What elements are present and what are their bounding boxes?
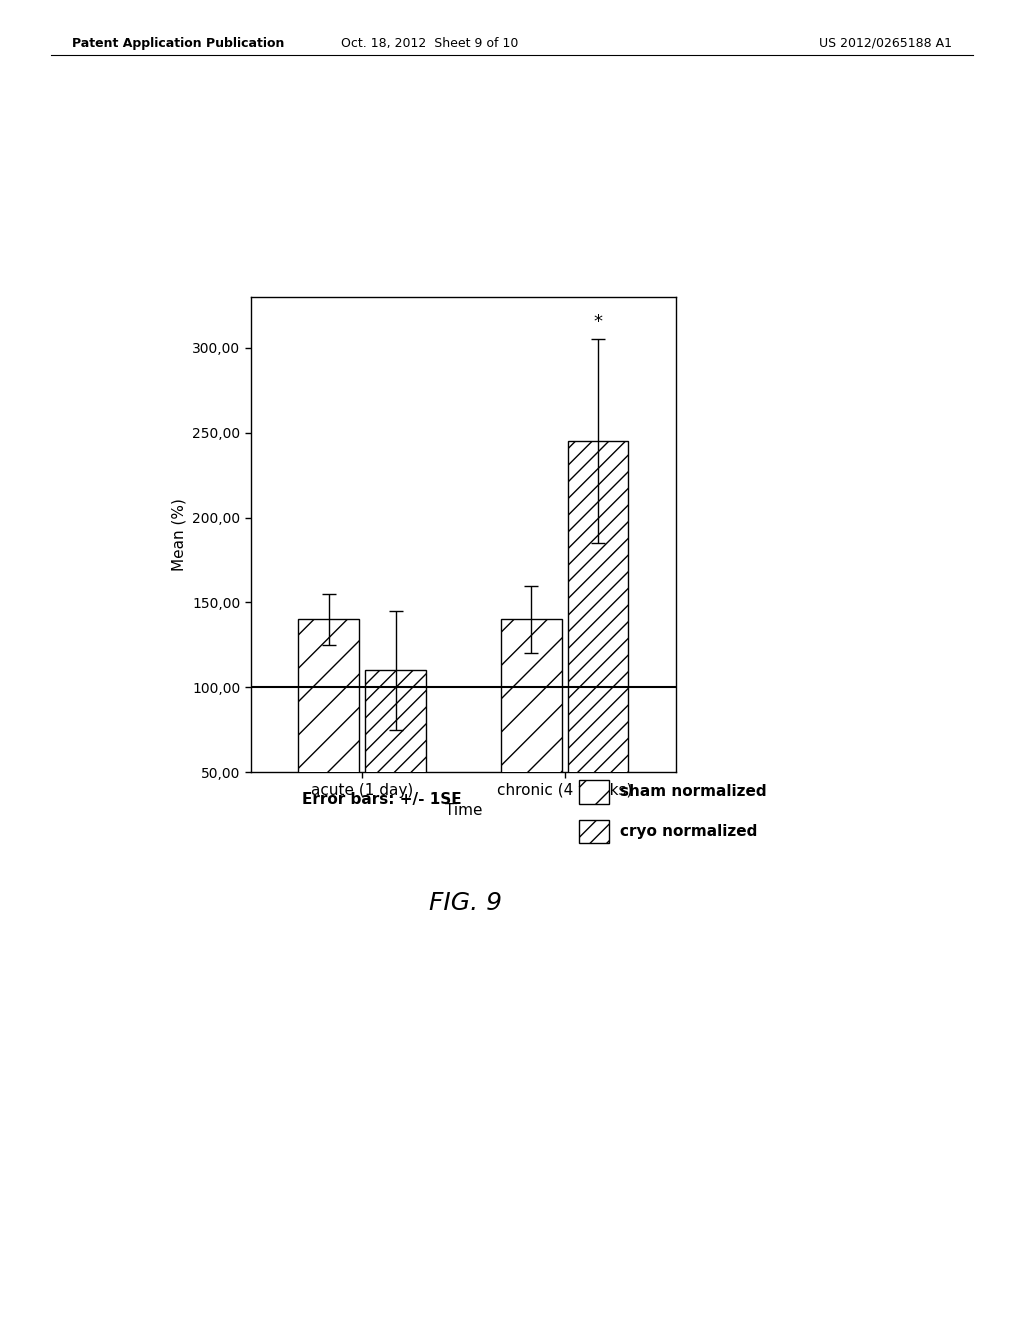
Text: *: * [594, 313, 602, 331]
Text: Oct. 18, 2012  Sheet 9 of 10: Oct. 18, 2012 Sheet 9 of 10 [341, 37, 519, 50]
Text: sham normalized: sham normalized [620, 784, 766, 800]
Text: Patent Application Publication: Patent Application Publication [72, 37, 284, 50]
Y-axis label: Mean (%): Mean (%) [172, 498, 186, 572]
Bar [366, 671, 426, 857]
Bar [298, 619, 359, 857]
X-axis label: Time: Time [444, 803, 482, 818]
Text: FIG. 9: FIG. 9 [429, 891, 503, 915]
Text: US 2012/0265188 A1: US 2012/0265188 A1 [819, 37, 952, 50]
Text: cryo normalized: cryo normalized [620, 824, 757, 840]
Bar [501, 619, 561, 857]
Bar [567, 441, 629, 857]
Text: Error bars: +/- 1SE: Error bars: +/- 1SE [302, 792, 462, 807]
